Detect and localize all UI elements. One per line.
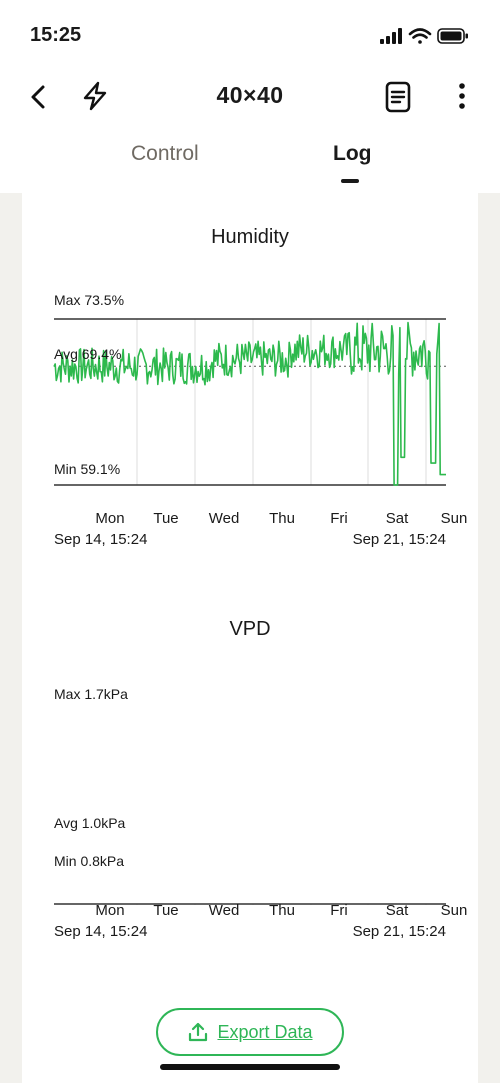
status-time: 15:25 xyxy=(30,24,82,46)
vpd-plot xyxy=(54,903,446,905)
upload-icon xyxy=(189,1022,208,1042)
avg-label: Avg 1.0kPa xyxy=(54,815,126,831)
humidity-chart: Humidity Max 73.5% Avg 69.4% Min 59.1% M… xyxy=(22,193,478,573)
range-start: Sep 14, 15:24 xyxy=(54,923,148,940)
x-tick-label: Mon xyxy=(95,902,125,919)
wifi-icon xyxy=(408,28,432,44)
lightning-icon[interactable] xyxy=(80,80,110,112)
export-data-label: Export Data xyxy=(217,1021,313,1042)
chart-title: Humidity xyxy=(211,226,289,248)
range-end: Sep 21, 15:24 xyxy=(352,923,446,940)
x-tick-label: Tue xyxy=(153,902,179,919)
page-title: 40×40 xyxy=(216,82,284,108)
x-axis-labels: Mon Tue Wed Thu Fri Sat Sun xyxy=(22,510,478,528)
humidity-plot xyxy=(53,318,446,486)
range-start: Sep 14, 15:24 xyxy=(54,531,148,548)
max-label: Max 73.5% xyxy=(54,292,125,308)
x-tick-label: Thu xyxy=(269,902,295,919)
tab-active-indicator xyxy=(341,179,359,183)
min-label: Min 59.1% xyxy=(54,461,121,477)
chart-title: VPD xyxy=(229,618,271,640)
tab-log[interactable]: Log xyxy=(333,142,372,165)
x-tick-label: Fri xyxy=(330,902,348,919)
signal-icon xyxy=(380,28,402,44)
min-label: Min 0.8kPa xyxy=(54,853,125,869)
x-tick-label: Tue xyxy=(153,510,179,527)
x-axis-labels: Mon Tue Wed Thu Fri Sat Sun xyxy=(22,902,478,920)
avg-label: Avg 69.4% xyxy=(54,346,122,362)
status-icons xyxy=(380,28,468,44)
series-line xyxy=(53,321,446,486)
more-vertical-icon[interactable] xyxy=(454,82,470,112)
log-content: Humidity Max 73.5% Avg 69.4% Min 59.1% M… xyxy=(22,193,478,1083)
top-bar: 15:25 40×40 Control xyxy=(0,0,500,193)
x-tick-label: Wed xyxy=(208,510,240,527)
x-tick-label: Sat xyxy=(385,902,409,919)
battery-icon xyxy=(437,28,468,44)
x-tick-label: Sun xyxy=(440,902,468,919)
x-tick-label: Thu xyxy=(269,510,295,527)
vpd-chart: VPD Max 1.7kPa Avg 1.0kPa Min 0.8kPa Mon… xyxy=(22,585,478,965)
home-indicator xyxy=(160,1064,340,1070)
max-label: Max 1.7kPa xyxy=(54,686,128,702)
document-icon[interactable] xyxy=(384,81,412,113)
export-data-button[interactable]: Export Data xyxy=(156,1008,344,1056)
x-tick-label: Fri xyxy=(330,510,348,527)
x-tick-label: Sun xyxy=(440,510,468,527)
chevron-left-icon[interactable] xyxy=(28,84,48,110)
range-end: Sep 21, 15:24 xyxy=(352,531,446,548)
x-tick-label: Mon xyxy=(95,510,125,527)
x-tick-label: Sat xyxy=(385,510,409,527)
tab-control[interactable]: Control xyxy=(131,142,199,165)
x-tick-label: Wed xyxy=(208,902,240,919)
